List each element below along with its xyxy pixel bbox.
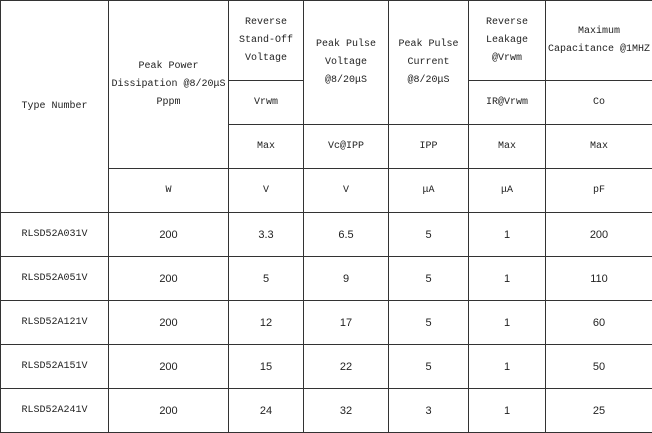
header-unit: μA xyxy=(468,168,546,213)
header-type-number: Type Number xyxy=(0,0,109,213)
value-cell: 1 xyxy=(468,256,546,301)
header-limit: Max xyxy=(228,124,304,169)
header-standoff-voltage: Reverse Stand-Off Voltage xyxy=(228,0,304,81)
type-number-cell: RLSD52A241V xyxy=(0,388,109,433)
value-cell: 200 xyxy=(108,300,229,345)
header-unit: pF xyxy=(545,168,652,213)
value-cell: 1 xyxy=(468,300,546,345)
header-unit: V xyxy=(228,168,304,213)
table-row: RLSD52A241V 200 24 32 3 1 25 xyxy=(0,388,652,433)
header-symbol-ir: IR@Vrwm xyxy=(468,80,546,125)
value-cell: 5 xyxy=(388,300,469,345)
value-cell: 3.3 xyxy=(228,212,304,257)
header-symbol-vc: Vc@IPP xyxy=(303,124,389,169)
header-capacitance: Maximum Capacitance @1MHZ xyxy=(545,0,652,81)
value-cell: 5 xyxy=(388,344,469,389)
header-unit: μA xyxy=(388,168,469,213)
value-cell: 200 xyxy=(545,212,652,257)
value-cell: 200 xyxy=(108,256,229,301)
table-row: RLSD52A031V 200 3.3 6.5 5 1 200 xyxy=(0,212,652,257)
type-number-cell: RLSD52A031V xyxy=(0,212,109,257)
type-number-cell: RLSD52A051V xyxy=(0,256,109,301)
header-symbol-ipp: IPP xyxy=(388,124,469,169)
value-cell: 60 xyxy=(545,300,652,345)
header-limit: Max xyxy=(545,124,652,169)
header-unit: W xyxy=(108,168,229,213)
value-cell: 22 xyxy=(303,344,389,389)
value-cell: 200 xyxy=(108,344,229,389)
value-cell: 17 xyxy=(303,300,389,345)
type-number-cell: RLSD52A151V xyxy=(0,344,109,389)
value-cell: 24 xyxy=(228,388,304,433)
value-cell: 3 xyxy=(388,388,469,433)
value-cell: 5 xyxy=(388,256,469,301)
header-peak-pulse-voltage: Peak Pulse Voltage @8/20μS xyxy=(303,0,389,125)
header-symbol-co: Co xyxy=(545,80,652,125)
value-cell: 15 xyxy=(228,344,304,389)
type-number-cell: RLSD52A121V xyxy=(0,300,109,345)
header-limit: Max xyxy=(468,124,546,169)
value-cell: 110 xyxy=(545,256,652,301)
value-cell: 6.5 xyxy=(303,212,389,257)
header-peak-pulse-current: Peak Pulse Current @8/20μS xyxy=(388,0,469,125)
value-cell: 1 xyxy=(468,344,546,389)
value-cell: 32 xyxy=(303,388,389,433)
table-row: RLSD52A051V 200 5 9 5 1 110 xyxy=(0,256,652,301)
value-cell: 9 xyxy=(303,256,389,301)
value-cell: 50 xyxy=(545,344,652,389)
table-row: RLSD52A121V 200 12 17 5 1 60 xyxy=(0,300,652,345)
header-reverse-leakage: Reverse Leakage @Vrwm xyxy=(468,0,546,81)
value-cell: 5 xyxy=(388,212,469,257)
table-row: RLSD52A151V 200 15 22 5 1 50 xyxy=(0,344,652,389)
value-cell: 25 xyxy=(545,388,652,433)
header-symbol-vrwm: Vrwm xyxy=(228,80,304,125)
value-cell: 5 xyxy=(228,256,304,301)
value-cell: 200 xyxy=(108,212,229,257)
header-unit: V xyxy=(303,168,389,213)
value-cell: 1 xyxy=(468,388,546,433)
value-cell: 12 xyxy=(228,300,304,345)
value-cell: 200 xyxy=(108,388,229,433)
header-peak-power: Peak Power Dissipation @8/20μS Pppm xyxy=(108,0,229,169)
value-cell: 1 xyxy=(468,212,546,257)
